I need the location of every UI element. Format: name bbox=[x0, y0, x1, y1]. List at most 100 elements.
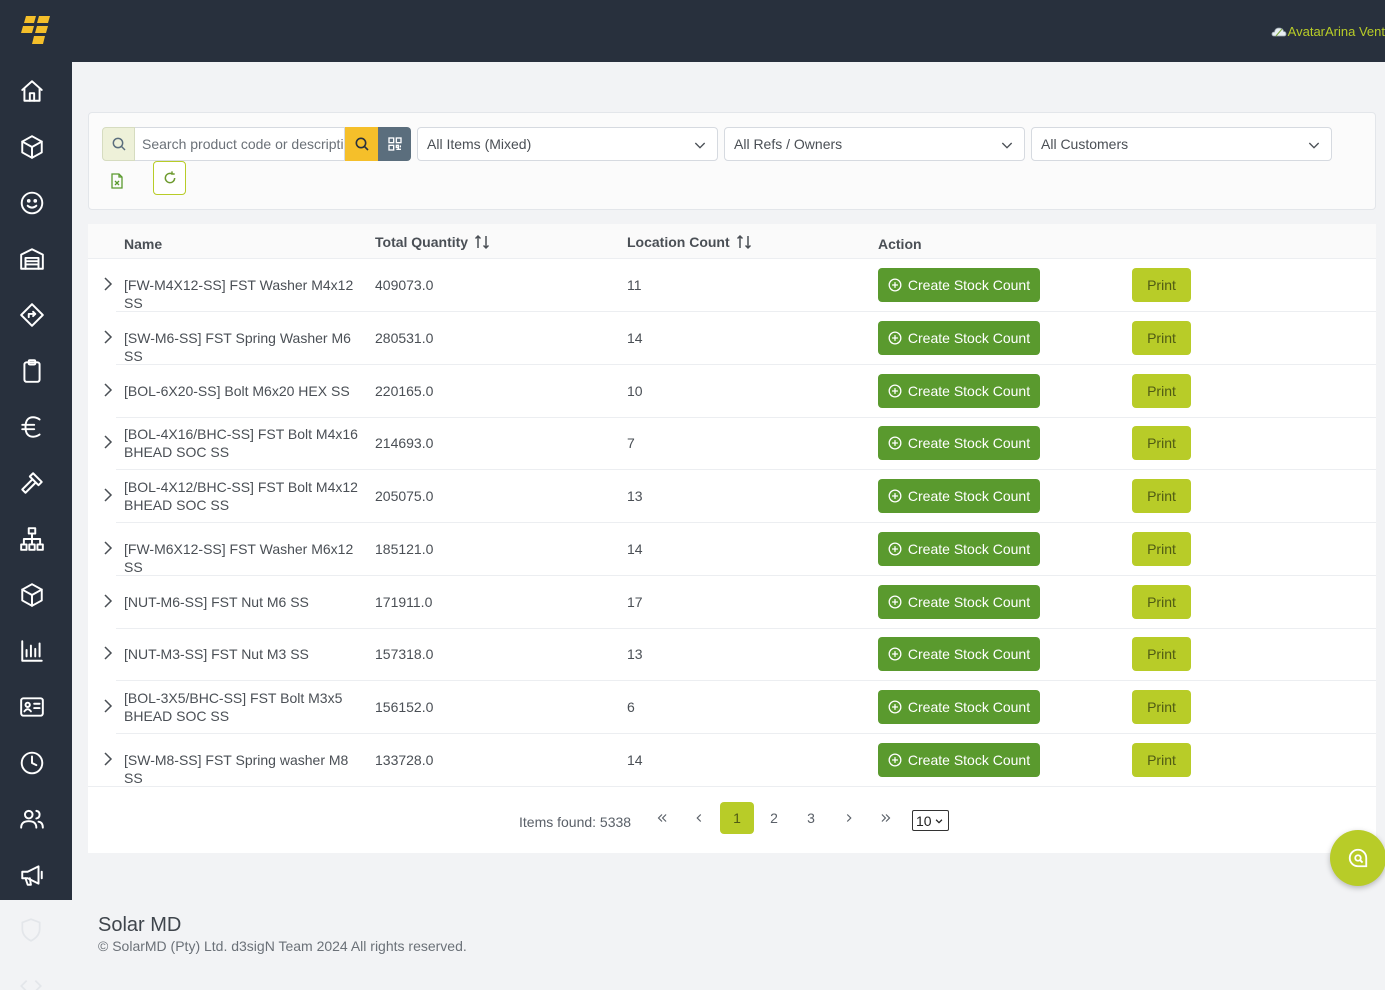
page-2-button[interactable]: 2 bbox=[770, 810, 778, 826]
qr-scan-button[interactable] bbox=[378, 127, 411, 161]
sidebar-item-contacts[interactable] bbox=[18, 693, 46, 721]
table-row[interactable]: [BOL-6X20-SS] Bolt M6x20 HEX SS 220165.0 1… bbox=[104, 365, 1376, 418]
create-stock-count-button[interactable]: Create Stock Count bbox=[878, 374, 1040, 408]
euro-icon bbox=[21, 416, 41, 438]
table-row[interactable]: [BOL-4X12/BHC-SS] FST Bolt M4x12 BHEAD S… bbox=[104, 470, 1376, 523]
print-button[interactable]: Print bbox=[1132, 690, 1191, 724]
product-name: [BOL-4X16/BHC-SS] FST Bolt M4x16 BHEAD S… bbox=[124, 426, 358, 460]
sort-icon[interactable] bbox=[474, 234, 490, 250]
search-input[interactable] bbox=[135, 127, 345, 161]
print-button[interactable]: Print bbox=[1132, 637, 1191, 671]
sidebar-item-manufacturing[interactable] bbox=[18, 469, 46, 497]
double-chevron-right-icon bbox=[881, 814, 891, 822]
header-location-count[interactable]: Location Count bbox=[627, 234, 752, 250]
first-page-button[interactable] bbox=[645, 802, 679, 834]
expand-row-icon[interactable] bbox=[102, 699, 114, 713]
create-stock-count-button[interactable]: Create Stock Count bbox=[878, 479, 1040, 513]
chat-button[interactable] bbox=[1330, 830, 1385, 886]
plus-circle-icon bbox=[888, 384, 902, 398]
expand-row-icon[interactable] bbox=[102, 488, 114, 502]
print-button[interactable]: Print bbox=[1132, 479, 1191, 513]
customers-select[interactable]: All Customers bbox=[1031, 127, 1332, 161]
product-name: [FW-M4X12-SS] FST Washer M4x12 SS bbox=[124, 277, 354, 311]
sidebar-item-products[interactable] bbox=[18, 133, 46, 161]
sidebar-item-structure[interactable] bbox=[18, 525, 46, 553]
export-excel-button[interactable] bbox=[107, 171, 127, 191]
table-row[interactable]: [BOL-4X16/BHC-SS] FST Bolt M4x16 BHEAD S… bbox=[104, 417, 1376, 470]
sidebar-item-history[interactable] bbox=[18, 749, 46, 777]
table-row[interactable]: [SW-M6-SS] FST Spring Washer M6 SS 280531… bbox=[104, 312, 1376, 365]
print-button[interactable]: Print bbox=[1132, 743, 1191, 777]
create-stock-count-label: Create Stock Count bbox=[907, 646, 1031, 662]
prev-page-button[interactable] bbox=[682, 802, 716, 834]
create-stock-count-button[interactable]: Create Stock Count bbox=[878, 690, 1040, 724]
page-size-select[interactable]: 10 bbox=[912, 810, 949, 831]
expand-row-icon[interactable] bbox=[102, 752, 114, 766]
create-stock-count-button[interactable]: Create Stock Count bbox=[878, 637, 1040, 671]
plus-circle-icon bbox=[888, 489, 902, 503]
expand-row-icon[interactable] bbox=[102, 435, 114, 449]
bar-chart-icon bbox=[21, 640, 43, 662]
create-stock-count-button[interactable]: Create Stock Count bbox=[878, 426, 1040, 460]
refresh-icon bbox=[164, 171, 175, 184]
header-name: Name bbox=[124, 236, 162, 252]
next-page-button[interactable] bbox=[832, 802, 866, 834]
sidebar-item-orders[interactable] bbox=[18, 357, 46, 385]
sidebar-item-reports[interactable] bbox=[18, 637, 46, 665]
create-stock-count-button[interactable]: Create Stock Count bbox=[878, 585, 1040, 619]
page-1-button[interactable]: 1 bbox=[720, 802, 754, 834]
create-stock-count-label: Create Stock Count bbox=[907, 594, 1031, 610]
print-button[interactable]: Print bbox=[1132, 426, 1191, 460]
product-name: [BOL-4X12/BHC-SS] FST Bolt M4x12 BHEAD S… bbox=[124, 479, 358, 513]
expand-row-icon[interactable] bbox=[102, 646, 114, 660]
sidebar-item-finance[interactable] bbox=[18, 413, 46, 441]
print-button[interactable]: Print bbox=[1132, 268, 1191, 302]
sidebar-item-home[interactable] bbox=[18, 77, 46, 105]
sidebar-item-inventory[interactable] bbox=[18, 581, 46, 609]
sidebar-item-transfers[interactable] bbox=[18, 301, 46, 329]
refs-select[interactable]: All Refs / Owners bbox=[724, 127, 1025, 161]
create-stock-count-button[interactable]: Create Stock Count bbox=[878, 321, 1040, 355]
print-button[interactable]: Print bbox=[1132, 374, 1191, 408]
create-stock-count-button[interactable]: Create Stock Count bbox=[878, 743, 1040, 777]
print-button[interactable]: Print bbox=[1132, 585, 1191, 619]
table-row[interactable]: [SW-M8-SS] FST Spring washer M8 SS 133728… bbox=[88, 734, 1376, 787]
expand-row-icon[interactable] bbox=[102, 330, 114, 344]
table-row[interactable]: [NUT-M6-SS] FST Nut M6 SS 171911.0 17 Creat… bbox=[104, 576, 1376, 629]
create-stock-count-button[interactable]: Create Stock Count bbox=[878, 268, 1040, 302]
user-menu[interactable]: AvatarArina Vent bbox=[1271, 24, 1385, 39]
print-button[interactable]: Print bbox=[1132, 321, 1191, 355]
expand-row-icon[interactable] bbox=[102, 541, 114, 555]
plus-circle-icon bbox=[888, 753, 902, 767]
sidebar-item-warehouse[interactable] bbox=[18, 245, 46, 273]
sidebar-item-customers[interactable] bbox=[18, 189, 46, 217]
create-stock-count-button[interactable]: Create Stock Count bbox=[878, 532, 1040, 566]
header-total-quantity[interactable]: Total Quantity bbox=[375, 234, 490, 250]
last-page-button[interactable] bbox=[869, 802, 903, 834]
footer-copyright: © SolarMD (Pty) Ltd. d3sigN Team 2024 Al… bbox=[98, 938, 467, 954]
page-3-button[interactable]: 3 bbox=[807, 810, 815, 826]
refresh-button[interactable] bbox=[153, 161, 186, 195]
sidebar-item-users[interactable] bbox=[18, 805, 46, 833]
search-button[interactable] bbox=[345, 127, 378, 161]
sidebar-item-marketing[interactable] bbox=[18, 861, 46, 889]
create-stock-count-label: Create Stock Count bbox=[907, 488, 1031, 504]
sidebar-item-security[interactable] bbox=[18, 917, 46, 945]
print-button[interactable]: Print bbox=[1132, 532, 1191, 566]
sidebar-item-developer[interactable] bbox=[18, 973, 46, 990]
chevron-down-icon bbox=[935, 818, 942, 824]
create-stock-count-label: Create Stock Count bbox=[907, 752, 1031, 768]
expand-row-icon[interactable] bbox=[102, 277, 114, 291]
expand-row-icon[interactable] bbox=[102, 383, 114, 397]
sort-icon[interactable] bbox=[736, 234, 752, 250]
create-stock-count-label: Create Stock Count bbox=[907, 699, 1031, 715]
items-select[interactable]: All Items (Mixed) bbox=[417, 127, 718, 161]
product-name: [SW-M6-SS] FST Spring Washer M6 SS bbox=[124, 330, 351, 364]
solar-md-logo-icon[interactable] bbox=[20, 14, 54, 46]
table-row[interactable]: [BOL-3X5/BHC-SS] FST Bolt M3x5 BHEAD SOC… bbox=[104, 681, 1376, 734]
table-row[interactable]: [FW-M6X12-SS] FST Washer M6x12 SS 185121.… bbox=[104, 523, 1376, 576]
chevron-down-icon bbox=[694, 142, 706, 149]
table-row[interactable]: [NUT-M3-SS] FST Nut M3 SS 157318.0 13 Creat… bbox=[104, 628, 1376, 681]
table-row[interactable]: [FW-M4X12-SS] FST Washer M4x12 SS 409073.… bbox=[104, 259, 1376, 312]
expand-row-icon[interactable] bbox=[102, 594, 114, 608]
